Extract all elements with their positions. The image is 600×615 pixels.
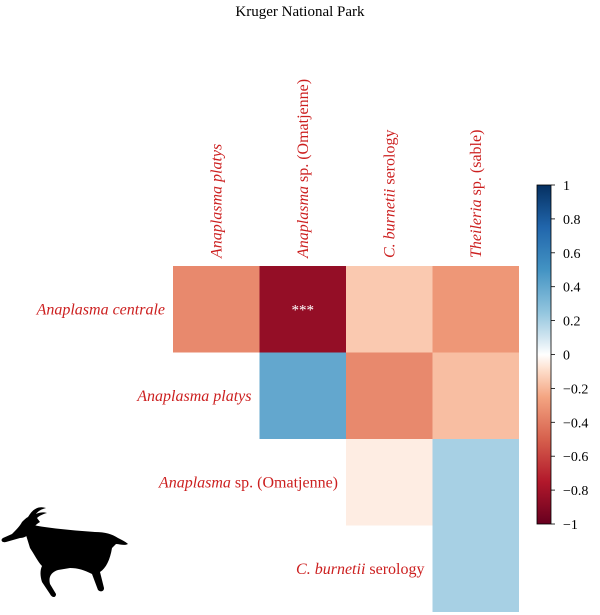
colorbar-tick-label: 0.2 bbox=[563, 315, 581, 330]
colorbar: 1 0.8 0.6 0.4 0.2 0 −0.2 −0.4 −0.6 −0.8 −1 bbox=[536, 179, 588, 533]
colorbar-tick-label: −0.4 bbox=[563, 416, 588, 431]
colorbar-tick-label: 0.8 bbox=[563, 213, 581, 228]
row-label: C. burnetii serology bbox=[296, 561, 424, 578]
colorbar-tick-label: −1 bbox=[563, 518, 578, 533]
column-label: C. burnetii serology bbox=[381, 130, 398, 258]
heatmap-cells bbox=[173, 266, 519, 612]
heatmap-cell bbox=[432, 266, 519, 353]
heatmap-cell bbox=[173, 266, 260, 353]
heatmap-cell bbox=[346, 439, 433, 526]
column-label: Anaplasma sp. (Omatjenne) bbox=[295, 79, 312, 259]
heatmap-cell bbox=[432, 439, 519, 526]
colorbar-tick-label: −0.8 bbox=[563, 484, 588, 499]
heatmap-cell bbox=[259, 266, 346, 353]
colorbar-tick-label: 1 bbox=[563, 179, 570, 194]
row-label: Anaplasma sp. (Omatjenne) bbox=[158, 474, 338, 491]
heatmap-cell bbox=[346, 266, 433, 353]
heatmap-cell bbox=[259, 352, 346, 439]
antelope-silhouette-icon bbox=[1, 507, 128, 597]
row-labels: Anaplasma centrale Anaplasma platys Anapla… bbox=[36, 301, 425, 578]
column-label: Anaplasma platys bbox=[208, 144, 225, 259]
colorbar-tick-label: 0.4 bbox=[563, 281, 581, 296]
chart-title: Kruger National Park bbox=[235, 4, 365, 20]
cell-annotations: *** bbox=[292, 302, 315, 318]
heatmap-cell bbox=[432, 525, 519, 612]
row-label: Anaplasma platys bbox=[136, 388, 251, 405]
significance-annotation: *** bbox=[292, 302, 315, 318]
column-labels: Anaplasma platys Anaplasma sp. (Omatjenne… bbox=[208, 79, 485, 259]
column-label: Theileria sp. (sable) bbox=[468, 130, 485, 258]
colorbar-tick-label: 0.6 bbox=[563, 247, 581, 262]
colorbar-tick-label: −0.6 bbox=[563, 450, 588, 465]
colorbar-gradient bbox=[536, 184, 552, 525]
row-label: Anaplasma centrale bbox=[36, 301, 165, 318]
heatmap-cell bbox=[346, 352, 433, 439]
colorbar-tick-label: 0 bbox=[563, 349, 570, 364]
colorbar-tick-label: −0.2 bbox=[563, 382, 588, 397]
heatmap-cell bbox=[432, 352, 519, 439]
